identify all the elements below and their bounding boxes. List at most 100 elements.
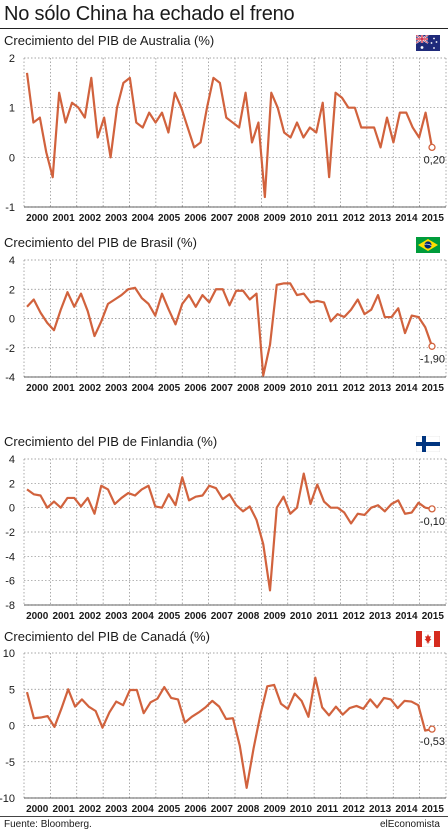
x-tick-label: 2011 — [316, 611, 338, 622]
last-value-marker — [428, 725, 436, 733]
x-tick-label: 2002 — [79, 213, 102, 224]
y-tick-label: 2 — [9, 53, 15, 65]
series-line — [26, 282, 434, 377]
x-tick-label: 2003 — [105, 383, 128, 394]
series-line — [25, 676, 433, 789]
y-tick-label: -8 — [5, 600, 15, 612]
last-value-label: 0,20 — [424, 154, 445, 166]
x-tick-label: 2014 — [395, 213, 418, 224]
chart-title: Crecimiento del PIB de Brasil (%) — [4, 235, 197, 250]
x-tick-label: 2012 — [343, 213, 366, 224]
x-tick-label: 2001 — [52, 213, 75, 224]
x-tick-label: 2005 — [158, 804, 181, 814]
x-tick-label: 2000 — [26, 804, 49, 814]
y-tick-label: -10 — [0, 793, 15, 805]
x-tick-label: 2006 — [184, 383, 207, 394]
chart-panel-australia: Crecimiento del PIB de Australia (%) -1 0… — [0, 33, 448, 225]
x-tick-label: 2010 — [290, 213, 313, 224]
last-value-marker — [428, 143, 436, 152]
chart-title: Crecimiento del PIB de Australia (%) — [4, 33, 215, 48]
last-value-label: -1,90 — [420, 353, 445, 365]
chart-title: Crecimiento del PIB de Finlandia (%) — [4, 434, 218, 449]
x-tick-label: 2009 — [263, 213, 286, 224]
x-tick-label: 2012 — [343, 383, 366, 394]
y-tick-label: 10 — [3, 648, 15, 660]
x-tick-label: 2008 — [237, 804, 260, 814]
x-tick-label: 2014 — [395, 611, 418, 622]
plot-area: -10 -5 0 5 10 2000 2001 2002 2003 2004 2005 2006 200… — [0, 648, 447, 814]
x-tick-label: 2006 — [184, 804, 207, 814]
x-tick-label: 2004 — [132, 611, 155, 622]
x-tick-label: 2015 — [422, 213, 445, 224]
x-tick-label: 2015 — [422, 383, 445, 394]
x-tick-label: 2000 — [26, 611, 49, 622]
x-tick-label: 2004 — [132, 213, 155, 224]
x-tick-label: 2004 — [132, 383, 155, 394]
y-tick-label: 0 — [9, 503, 15, 515]
last-value-label: -0,10 — [420, 516, 445, 528]
x-tick-label: 2011 — [316, 383, 338, 394]
x-tick-label: 2005 — [158, 611, 181, 622]
x-tick-label: 2011 — [316, 213, 338, 224]
x-tick-label: 2003 — [105, 611, 128, 622]
x-tick-label: 2007 — [211, 383, 234, 394]
series-line — [26, 472, 433, 592]
y-tick-label: 0 — [9, 721, 15, 733]
footer-divider — [0, 816, 448, 817]
x-tick-label: 2015 — [422, 804, 445, 814]
x-tick-label: 2009 — [263, 383, 286, 394]
x-tick-label: 2015 — [422, 611, 445, 622]
y-tick-label: -1 — [5, 202, 15, 214]
x-tick-label: 2006 — [184, 213, 207, 224]
x-tick-label: 2014 — [395, 804, 418, 814]
y-tick-label: -2 — [5, 343, 15, 355]
x-tick-label: 2009 — [263, 804, 286, 814]
chart-panel-brasil: Crecimiento del PIB de Brasil (%) -4 -2 0 2… — [0, 235, 448, 395]
series-line — [25, 72, 434, 199]
canada-flag — [416, 631, 440, 647]
x-tick-label: 2009 — [263, 611, 286, 622]
x-tick-label: 2001 — [52, 383, 75, 394]
y-tick-label: -5 — [5, 757, 15, 769]
y-tick-label: 1 — [9, 103, 15, 115]
title-divider — [0, 28, 448, 29]
x-tick-label: 2013 — [369, 804, 392, 814]
page-title: No sólo China ha echado el freno — [4, 3, 295, 25]
y-tick-label: -4 — [5, 551, 15, 563]
x-tick-label: 2002 — [79, 611, 102, 622]
x-tick-label: 2003 — [105, 213, 128, 224]
chart-title: Crecimiento del PIB de Canadá (%) — [4, 629, 210, 644]
x-tick-label: 2008 — [237, 611, 260, 622]
x-tick-label: 2000 — [26, 213, 49, 224]
x-tick-label: 2005 — [158, 213, 181, 224]
y-tick-label: -6 — [5, 576, 15, 588]
x-tick-label: 2004 — [132, 804, 155, 814]
australia-flag — [416, 35, 440, 51]
plot-area: -8 -6 -4 -2 0 2 4 2000 2001 2002 2003 2004 2005 2006 2… — [5, 454, 447, 622]
x-tick-label: 2007 — [211, 804, 234, 814]
x-tick-label: 2005 — [158, 383, 181, 394]
x-tick-label: 2008 — [237, 213, 260, 224]
y-tick-label: 0 — [9, 152, 15, 164]
x-tick-label: 2007 — [211, 611, 234, 622]
brazil-flag — [416, 237, 440, 253]
y-tick-label: 4 — [9, 454, 15, 466]
x-tick-label: 2010 — [290, 611, 313, 622]
x-tick-label: 2013 — [369, 213, 392, 224]
x-tick-label: 2010 — [290, 383, 313, 394]
y-tick-label: -4 — [5, 372, 15, 384]
chart-panel-finlandia: Crecimiento del PIB de Finlandia (%) -8 -… — [0, 434, 448, 624]
x-tick-label: 2013 — [369, 611, 392, 622]
x-tick-label: 2002 — [79, 804, 102, 814]
x-tick-label: 2001 — [52, 611, 75, 622]
x-tick-label: 2001 — [52, 804, 75, 814]
x-tick-label: 2010 — [290, 804, 313, 814]
brand-label: elEconomista — [379, 819, 440, 830]
y-tick-label: 5 — [9, 684, 15, 696]
x-tick-label: 2011 — [316, 804, 338, 814]
y-tick-label: 4 — [9, 255, 15, 267]
x-tick-label: 2014 — [395, 383, 418, 394]
x-tick-label: 2000 — [26, 383, 49, 394]
